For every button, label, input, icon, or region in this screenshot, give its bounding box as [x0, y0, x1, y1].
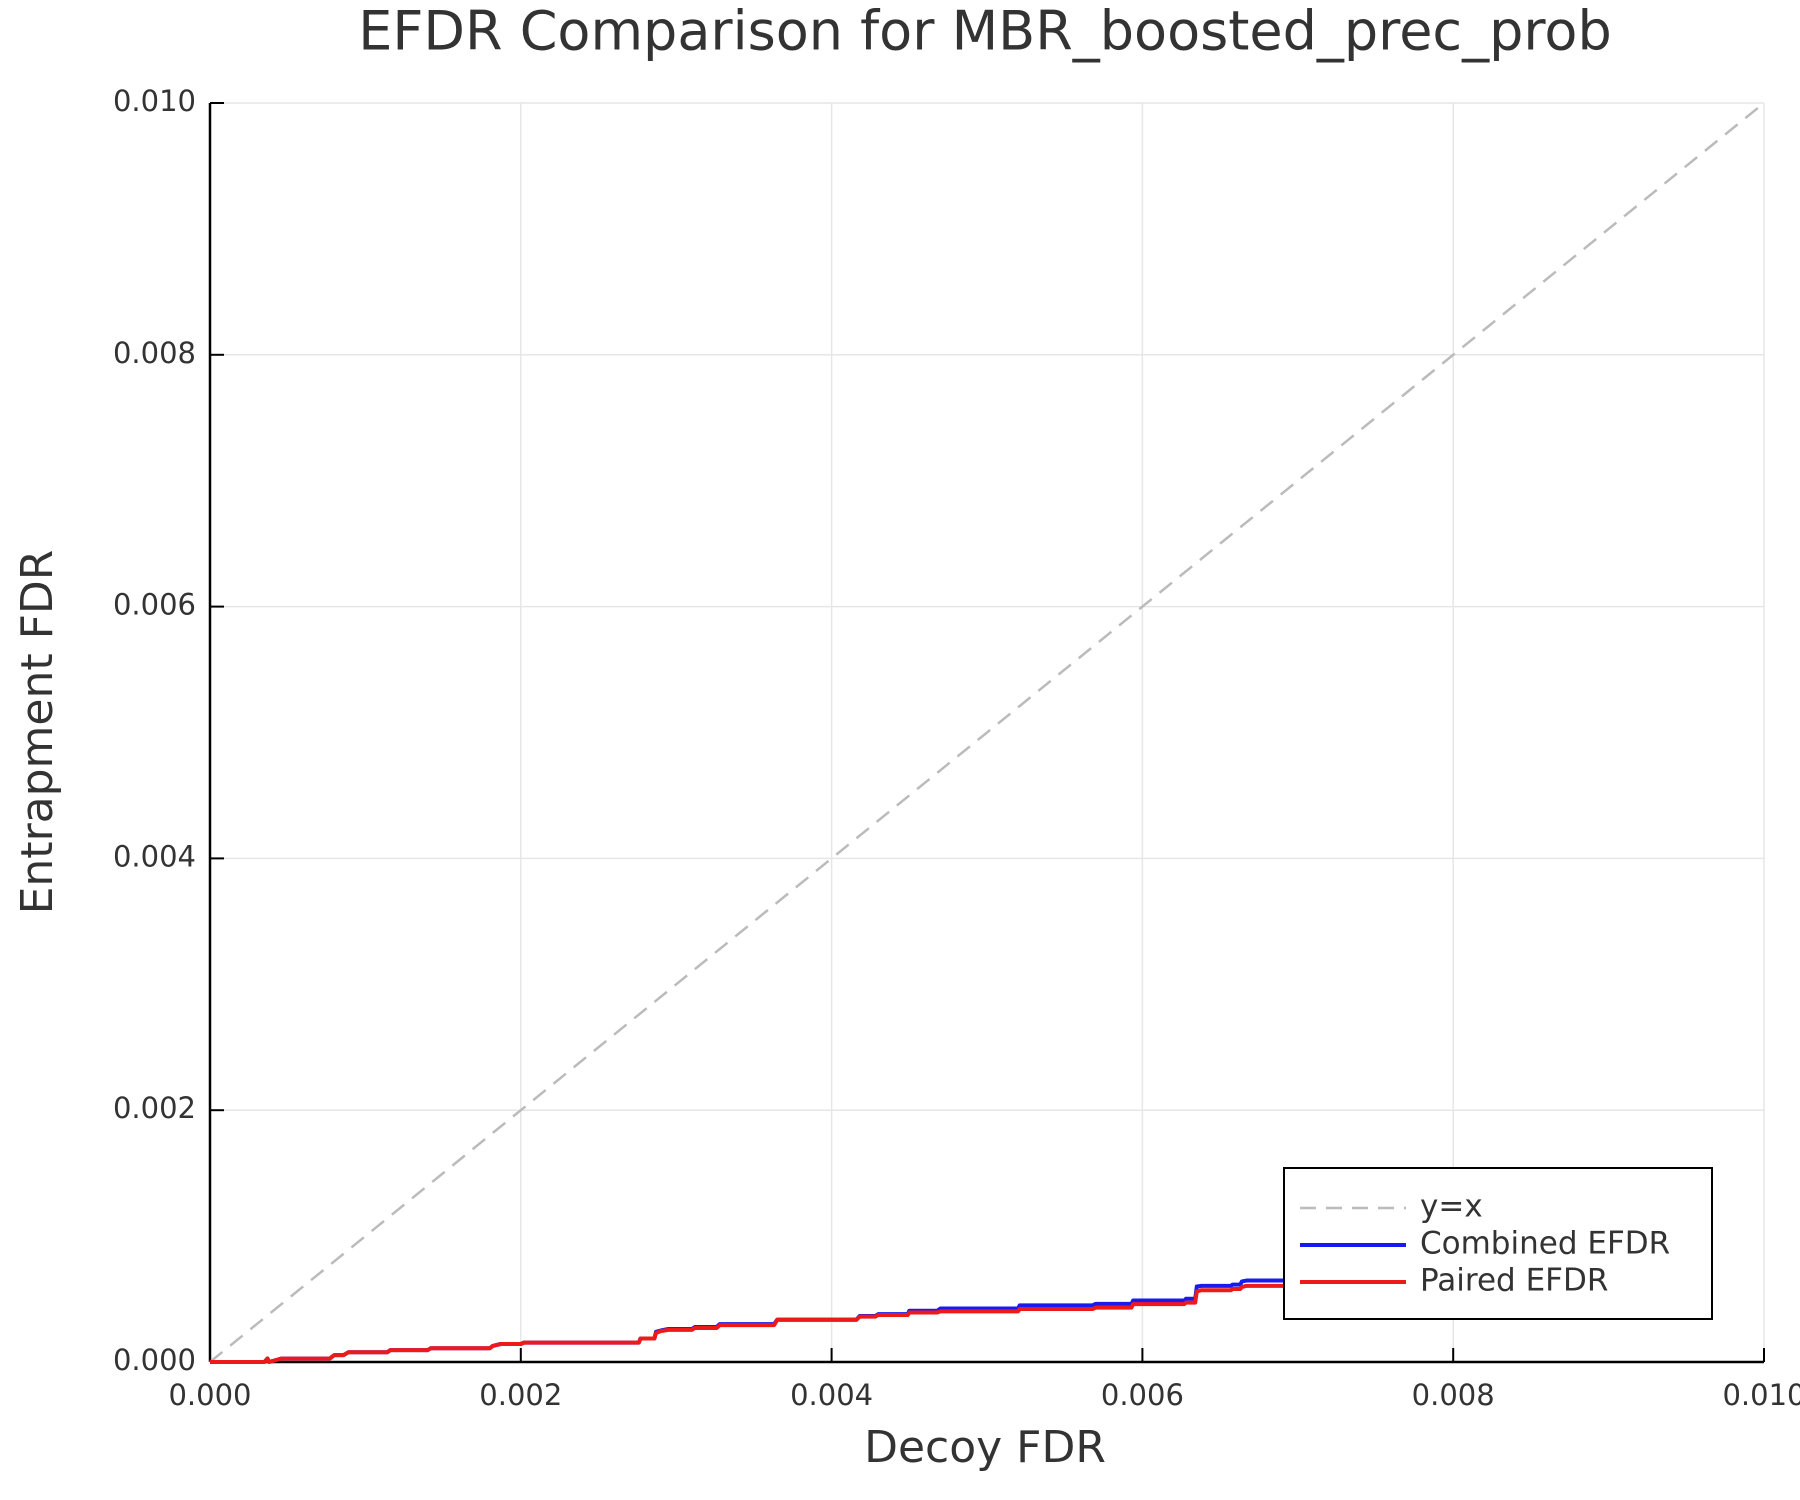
- x-tick-label: 0.010: [1722, 1378, 1800, 1412]
- legend-label: Paired EFDR: [1420, 1263, 1608, 1299]
- series-line: [210, 1282, 1359, 1364]
- y-tick-label: 0.002: [113, 1091, 196, 1125]
- x-tick-label: 0.004: [790, 1378, 873, 1412]
- y-tick-label: 0.004: [113, 839, 196, 873]
- y-axis-label: Entrapment FDR: [12, 550, 63, 915]
- series-line: [209, 102, 1765, 1363]
- x-tick-label: 0.008: [1412, 1378, 1495, 1412]
- legend-label: Combined EFDR: [1420, 1226, 1670, 1262]
- y-tick-label: 0.008: [113, 336, 196, 370]
- x-tick-label: 0.000: [168, 1378, 251, 1412]
- x-tick-label: 0.006: [1101, 1378, 1184, 1412]
- x-axis-label: Decoy FDR: [864, 1422, 1106, 1473]
- y-tick-label: 0.010: [113, 84, 196, 118]
- y-tick-label: 0.006: [113, 588, 196, 622]
- legend-label: y=x: [1420, 1189, 1483, 1225]
- chart-title: EFDR Comparison for MBR_boosted_prec_pro…: [358, 0, 1611, 63]
- y-tick-label: 0.000: [113, 1343, 196, 1377]
- x-tick-label: 0.002: [479, 1378, 562, 1412]
